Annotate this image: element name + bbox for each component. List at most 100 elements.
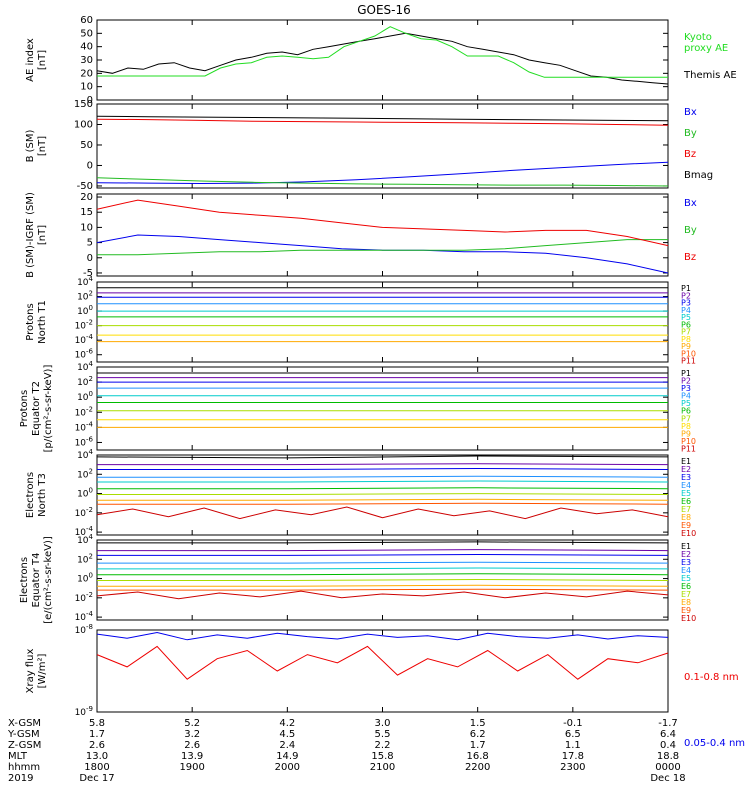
legend-bmag: Bmag <box>684 170 713 181</box>
legend-e1: E1 <box>681 542 691 551</box>
bottom-axis-value: 17.8 <box>562 751 584 762</box>
panel-frame <box>96 629 669 713</box>
series-line-bz <box>96 199 669 247</box>
series-line-e2 <box>97 549 669 552</box>
y-tick-label: 60 <box>80 15 93 26</box>
legend-p3: P3 <box>681 384 691 393</box>
bottom-axis-value: 6.5 <box>565 729 581 740</box>
bottom-axis-value: -1.7 <box>658 718 678 729</box>
bottom-axis-value: 5.2 <box>184 718 200 729</box>
legend-e7: E7 <box>681 590 691 599</box>
bottom-row-label: hhmm <box>8 762 40 773</box>
series-line-e9 <box>97 502 669 505</box>
bottom-axis-value: -0.1 <box>563 718 583 729</box>
bottom-row-label: 2019 <box>8 773 33 784</box>
series-line-e9 <box>97 588 669 591</box>
y-tick-label: 20 <box>80 192 93 203</box>
y-tick-label: 10-2 <box>75 405 93 418</box>
y-tick-label: 10-4 <box>75 610 94 623</box>
y-tick-label: 10-4 <box>75 333 94 346</box>
series-line-e10 <box>96 590 669 600</box>
bottom-axis-value: 13.9 <box>181 751 203 762</box>
series-line-bx <box>96 234 669 274</box>
y-axis-label: Protons <box>19 390 30 427</box>
bottom-axis-value: 3.2 <box>184 729 200 740</box>
y-axis-label: [nT] <box>37 50 48 70</box>
series-line-bx <box>96 161 669 185</box>
panel-frame <box>96 19 669 101</box>
legend-p1: P1 <box>681 284 691 293</box>
bottom-axis-table: X-GSMY-GSMZ-GSMMLThhmm20195.81.72.613.01… <box>7 718 686 784</box>
y-tick-label: 10-2 <box>75 319 93 332</box>
legend-e1: E1 <box>681 457 691 466</box>
panel-8: 10-8 10-9 Xray flux [W/m²] 0.1-0.8 nm 0.05-0.… <box>25 623 745 749</box>
panel-frame <box>96 281 669 363</box>
panel-5: 104 102 100 10-2 10-4 10-6 Protons Equator T2 [p… <box>19 360 696 453</box>
legend-p3: P3 <box>681 299 691 308</box>
bottom-row-label: MLT <box>8 751 28 762</box>
legend-p11: P11 <box>681 357 696 366</box>
series-line-by <box>96 177 669 187</box>
y-tick-label: 30 <box>80 55 93 66</box>
bottom-axis-value: 5.8 <box>89 718 105 729</box>
legend-e3: E3 <box>681 558 691 567</box>
bottom-axis-value: Dec 17 <box>79 773 114 784</box>
bottom-axis-value: 16.8 <box>467 751 489 762</box>
panel-3: 20 15 10 5 0 -5 B (SM)-IGRF (SM) [nT] Bx By Bz <box>25 192 697 279</box>
y-axis-label: Protons <box>25 303 36 340</box>
legend-p2: P2 <box>681 377 691 386</box>
legend-e6: E6 <box>681 582 691 591</box>
legend-p8: P8 <box>681 422 691 431</box>
y-tick-label: 10-4 <box>75 420 94 433</box>
bottom-axis-value: 6.4 <box>660 729 676 740</box>
y-tick-label: 100 <box>77 390 93 403</box>
series-line-kyoto-proxy-ae <box>97 26 668 78</box>
legend-bz: Bz <box>684 149 696 160</box>
bottom-axis-value: 13.0 <box>86 751 108 762</box>
legend-e9: E9 <box>681 606 691 615</box>
series-line-bz <box>96 118 669 126</box>
y-tick-label: 100 <box>77 572 93 585</box>
series-line-e5 <box>97 480 669 483</box>
y-axis-label: B (SM)-IGRF (SM) <box>25 192 36 278</box>
bottom-row-label: X-GSM <box>8 718 41 729</box>
y-axis-label: AE index <box>25 38 36 82</box>
legend-e6: E6 <box>681 497 691 506</box>
bottom-axis-value: 2.6 <box>89 740 105 751</box>
series-line-by <box>97 239 668 256</box>
bottom-axis-value: 1.1 <box>565 740 581 751</box>
legend-kyoto-proxy-ae: proxy AE <box>684 43 728 54</box>
legend-by: By <box>684 225 697 236</box>
y-tick-label: 10-8 <box>75 623 93 636</box>
series-line-e8 <box>97 498 669 501</box>
bottom-axis-value: 1900 <box>179 762 204 773</box>
y-axis-label: Electrons <box>25 472 36 518</box>
bottom-axis-value: 2100 <box>370 762 395 773</box>
legend-0-05-0-4-nm: 0.05-0.4 nm <box>684 738 745 749</box>
legend-p10: P10 <box>681 349 696 358</box>
bottom-axis-value: 14.9 <box>276 751 298 762</box>
bottom-axis-value: 0000 <box>655 762 680 773</box>
bottom-axis-value: 1.5 <box>470 718 486 729</box>
series-line-bmag <box>96 115 669 122</box>
y-tick-label: 0 <box>87 253 93 264</box>
y-axis-label: Electrons <box>19 557 30 603</box>
y-tick-label: 5 <box>87 238 93 249</box>
bottom-axis-value: 1800 <box>84 762 109 773</box>
bottom-axis-value: 18.8 <box>657 751 679 762</box>
y-axis-label: Xray flux <box>25 649 36 694</box>
y-tick-label: 0 <box>87 95 93 106</box>
y-tick-label: -50 <box>77 181 93 192</box>
bottom-row-label: Z-GSM <box>8 740 41 751</box>
bottom-axis-value: 5.5 <box>375 729 391 740</box>
series-line-e8 <box>97 584 669 587</box>
bottom-axis-value: Dec 18 <box>650 773 685 784</box>
y-tick-label: 150 <box>74 99 93 110</box>
legend-e5: E5 <box>681 489 691 498</box>
legend-e10: E10 <box>681 614 696 623</box>
bottom-axis-value: 4.2 <box>279 718 295 729</box>
series-line-0-05-0-4-nm <box>96 631 669 641</box>
